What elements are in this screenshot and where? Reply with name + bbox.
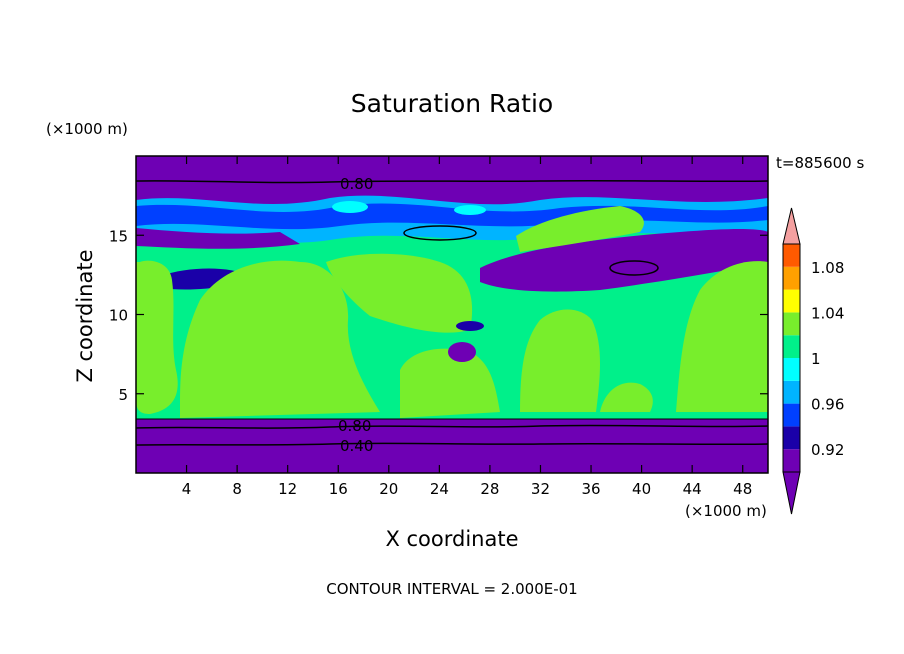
contour-loop-1: [403, 225, 477, 241]
moist-spot-1: [332, 201, 368, 213]
colorbar-swatch: [783, 403, 800, 427]
x-tick-label: 32: [531, 480, 550, 498]
contour-loop-2: [609, 260, 659, 276]
x-tick-label: 44: [683, 480, 702, 498]
x-tick-label: 40: [632, 480, 651, 498]
x-unit-label: (×1000 m): [685, 502, 767, 520]
mid-dry-region-right: [480, 229, 768, 292]
cloud-region-5: [520, 309, 600, 412]
x-tick-label: 28: [480, 480, 499, 498]
colorbar-tick-label: 0.92: [811, 441, 844, 459]
cloud-region-4: [400, 348, 500, 418]
dry-patch-2: [456, 321, 484, 331]
x-tick-label: 16: [329, 480, 348, 498]
x-tick-label: 8: [232, 480, 242, 498]
y-axis-ticks: 5 10 15: [109, 227, 768, 404]
x-tick-label: 24: [430, 480, 449, 498]
y-axis-label: Z coordinate: [73, 249, 97, 382]
contour-label: 0.80: [340, 175, 373, 193]
y-tick-label: 15: [109, 227, 128, 245]
colorbar-swatch: [783, 335, 800, 358]
x-axis-ticks: 4 8 12 16 20 24 28 32 36 40 44 48: [182, 156, 752, 498]
cloud-region-2: [180, 260, 380, 418]
colorbar-swatch: [783, 449, 800, 472]
x-tick-label: 36: [581, 480, 600, 498]
cloud-region-1: [136, 260, 178, 414]
cloud-region-8: [676, 261, 768, 412]
x-tick-label: 12: [278, 480, 297, 498]
contour-line-040: [136, 442, 768, 446]
contour-interval-footer: CONTOUR INTERVAL = 2.000E-01: [326, 580, 577, 598]
dry-patch-1: [448, 342, 476, 362]
y-unit-label: (×1000 m): [46, 120, 128, 138]
colorbar-swatch: [783, 380, 800, 404]
contour-line-080-upper: [136, 179, 768, 184]
x-tick-label: 4: [182, 480, 192, 498]
x-axis-label: X coordinate: [385, 527, 518, 551]
contour-label: 0.40: [340, 437, 373, 455]
colorbar-swatch: [783, 426, 800, 450]
colorbar-under-arrow: [782, 471, 801, 515]
colorbar-swatch: [783, 266, 800, 290]
cloud-region-6: [516, 206, 644, 252]
moist-spot-2: [454, 205, 486, 215]
time-label: t=885600 s: [776, 154, 864, 172]
y-tick-label: 5: [118, 386, 128, 404]
colorbar-tick-label: 1: [811, 350, 821, 368]
y-tick-label: 10: [109, 307, 128, 325]
colorbar-swatch: [783, 358, 800, 381]
contour-line-080-lower: [136, 424, 768, 429]
colorbar-swatch: [783, 312, 800, 336]
colorbar: 0.92 0.96 1 1.04 1.08: [782, 207, 844, 515]
colorbar-tick-label: 1.04: [811, 304, 844, 322]
colorbar-tick-label: 1.08: [811, 259, 844, 277]
colorbar-swatch: [783, 289, 800, 313]
colorbar-swatch: [783, 244, 800, 267]
cloud-region-3: [326, 253, 473, 333]
colorbar-tick-label: 0.96: [811, 396, 844, 414]
colorbar-over-arrow: [782, 207, 801, 245]
field: [136, 156, 768, 473]
chart-title: Saturation Ratio: [351, 89, 553, 118]
contour-label: 0.80: [338, 417, 371, 435]
mid-dry-region-left: [136, 228, 300, 249]
colorbar-frame: [782, 243, 801, 473]
x-tick-label: 48: [733, 480, 752, 498]
cloud-region-7: [600, 382, 653, 412]
x-tick-label: 20: [379, 480, 398, 498]
contour-labels: 0.80 0.80 0.40: [338, 175, 373, 455]
